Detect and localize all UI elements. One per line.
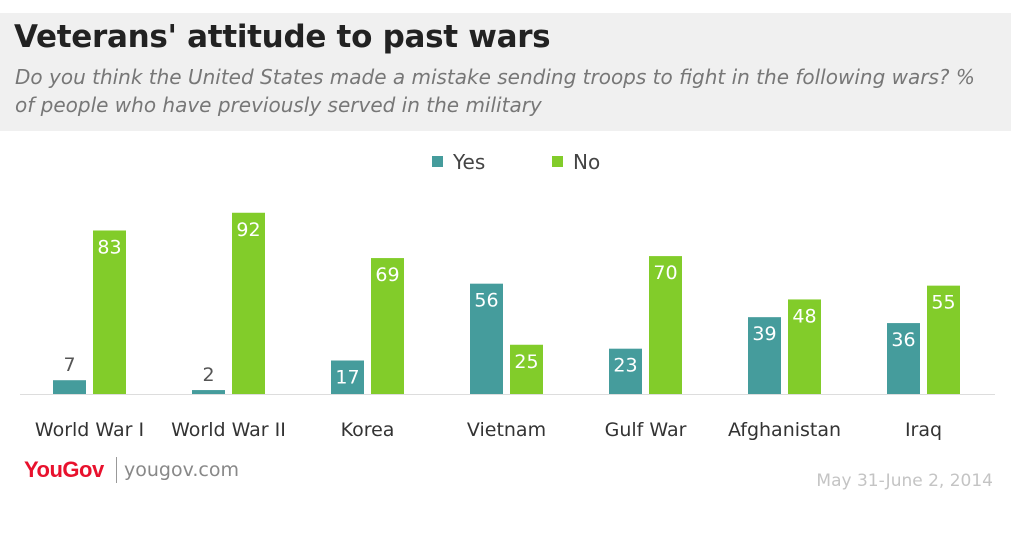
bar-yes <box>887 323 920 394</box>
data-label-yes: 56 <box>474 290 498 312</box>
bar-yes <box>53 380 86 394</box>
data-label-yes: 17 <box>335 367 359 389</box>
bar-no <box>93 230 126 394</box>
data-label-yes: 39 <box>752 323 776 345</box>
bar-no <box>510 344 543 394</box>
data-label-no: 69 <box>375 264 399 286</box>
chart-title: Veterans' attitude to past wars <box>14 19 551 55</box>
bar-no <box>927 285 960 394</box>
chart-subtitle: Do you think the United States made a mi… <box>15 65 975 117</box>
data-label-no: 70 <box>653 262 677 284</box>
bar-yes <box>192 390 225 394</box>
data-label-no: 92 <box>236 219 260 241</box>
category-label: Gulf War <box>605 419 687 441</box>
bar-no <box>649 256 682 394</box>
bar-yes <box>609 348 642 394</box>
bar-yes <box>748 317 781 394</box>
bar-no <box>371 258 404 394</box>
bar-chart: 7 83 World War I 2 92 World War II 17 69 Korea 56… <box>20 212 995 441</box>
footer-divider <box>116 457 117 483</box>
legend-swatch-no <box>552 156 563 167</box>
category-label: World War II <box>171 419 286 441</box>
data-label-yes: 36 <box>891 329 915 351</box>
header: Veterans' attitude to past wars Do you t… <box>0 13 1011 131</box>
footer-site: yougov.com <box>124 459 239 481</box>
legend-label-no: No <box>573 150 601 174</box>
category-label: World War I <box>35 419 144 441</box>
legend-swatch-yes <box>432 156 443 167</box>
data-label-no: 55 <box>931 292 955 314</box>
bar-yes <box>331 360 364 394</box>
data-label-yes: 23 <box>613 355 637 377</box>
bar-yes <box>470 283 503 394</box>
category-label: Korea <box>341 419 395 441</box>
data-label-no: 25 <box>514 351 538 373</box>
data-label-yes: 7 <box>63 354 75 376</box>
category-label: Vietnam <box>467 419 546 441</box>
category-label: Iraq <box>905 419 942 441</box>
bar-no <box>232 212 265 394</box>
survey-date: May 31-June 2, 2014 <box>816 471 993 491</box>
data-label-yes: 2 <box>202 364 214 386</box>
yougov-logo: YouGov <box>24 457 104 482</box>
data-label-no: 83 <box>97 236 121 258</box>
category-label: Afghanistan <box>728 419 841 441</box>
bar-no <box>788 299 821 394</box>
data-label-no: 48 <box>792 305 816 327</box>
legend-label-yes: Yes <box>453 150 486 174</box>
